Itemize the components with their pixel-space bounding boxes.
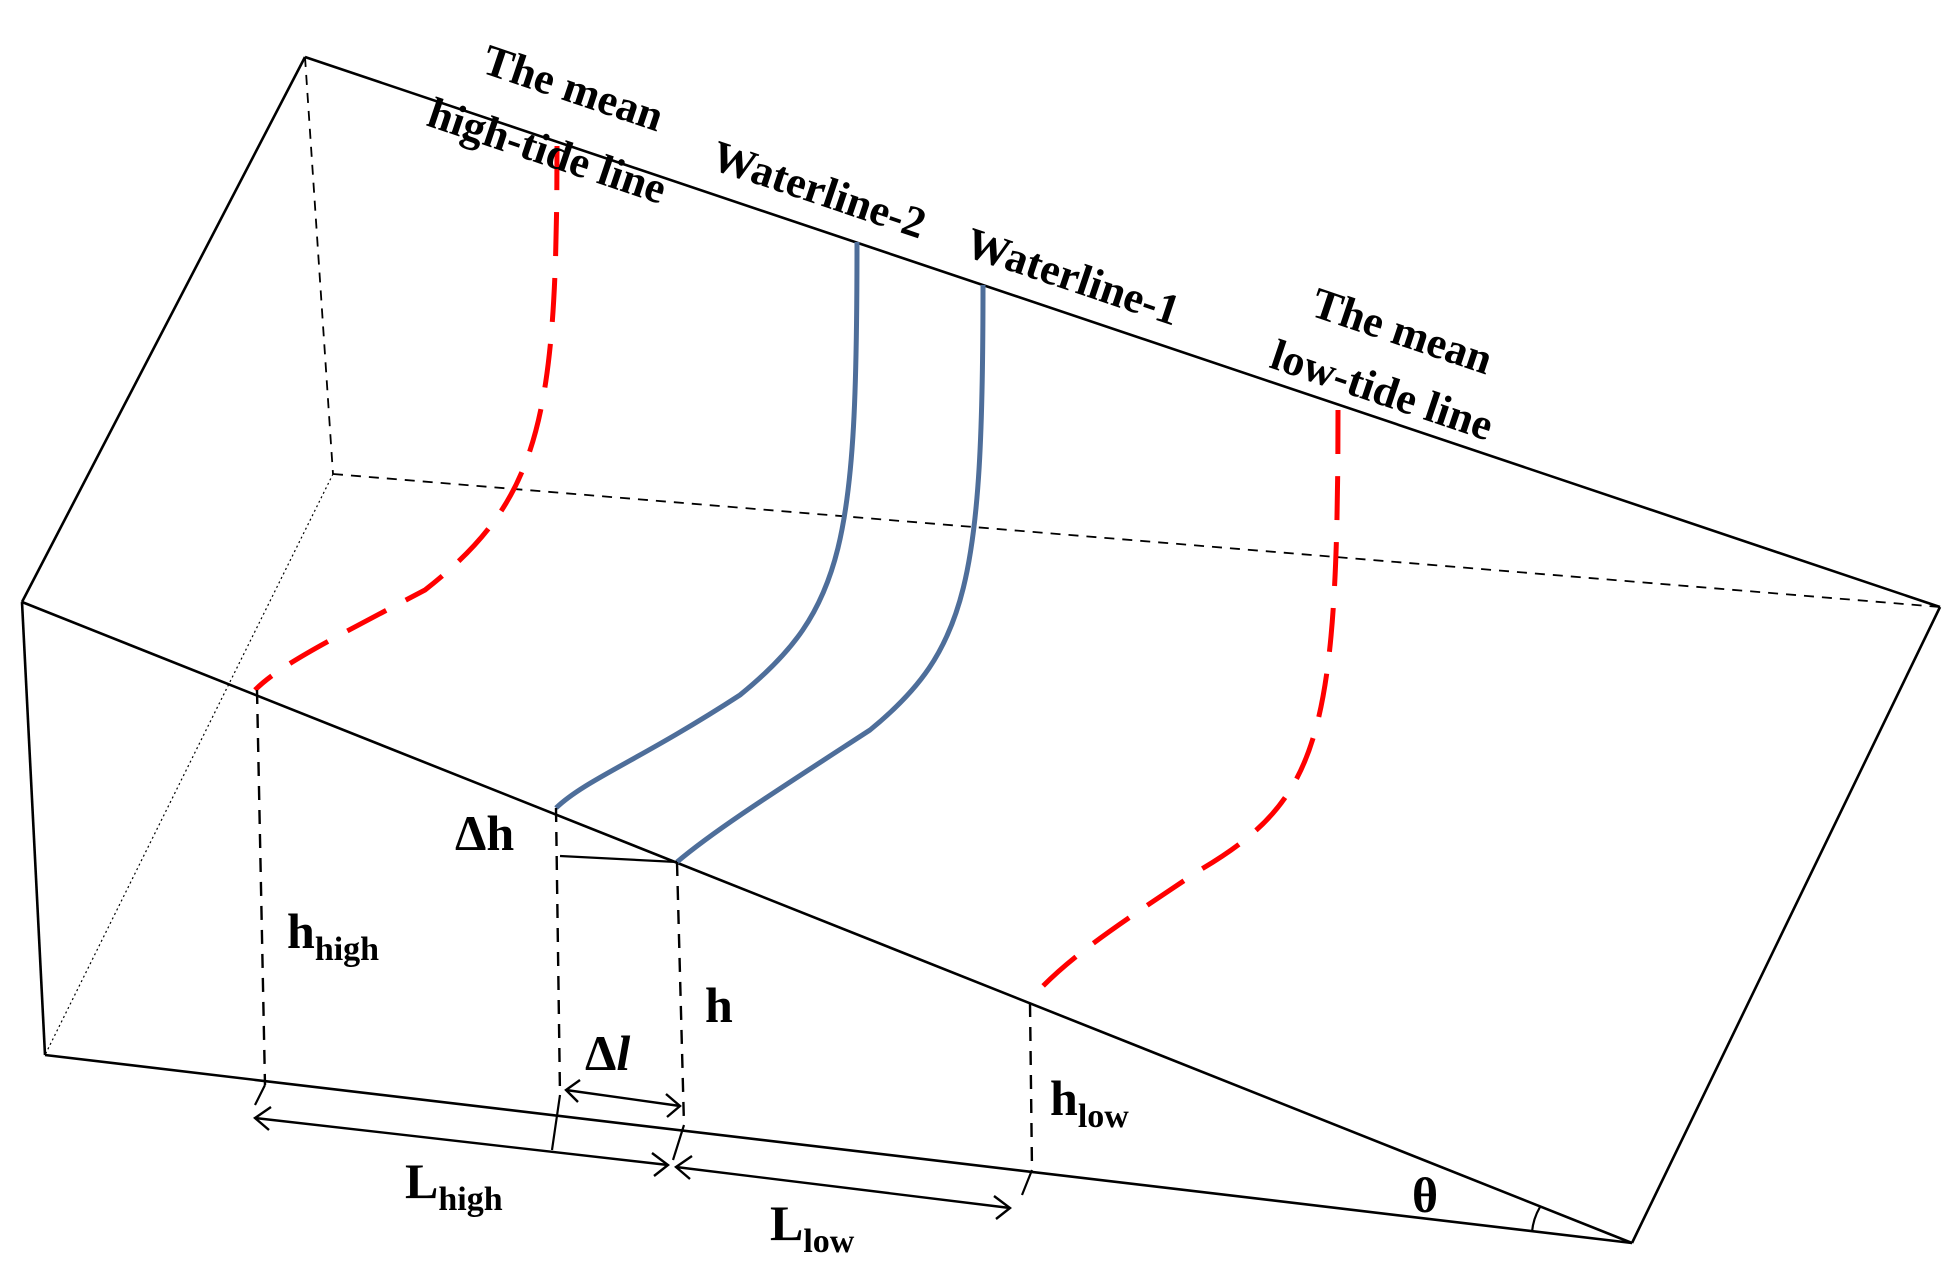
delta-h-label: Δh — [455, 805, 514, 861]
right-edge — [1630, 606, 1942, 1244]
waterline-1 — [675, 284, 986, 864]
hidden-back-vertical — [304, 56, 334, 475]
theta-arc — [1530, 1206, 1541, 1233]
delta-h-connector — [559, 854, 678, 864]
l-low-label: Llow — [770, 1195, 855, 1260]
theta-label: θ — [1412, 1167, 1438, 1223]
top-left-edge — [20, 56, 307, 603]
proj-low-tide — [1028, 1002, 1034, 1171]
delta-l-label: Δl — [585, 1025, 630, 1081]
mean-high-tide-line — [253, 145, 560, 692]
mean-low-tide-line — [1028, 409, 1341, 1002]
proj-waterline-1 — [675, 861, 686, 1126]
l-high-arrow — [253, 1106, 670, 1177]
slope-wireframe — [20, 55, 1942, 1245]
left-vertical-edge — [20, 601, 47, 1056]
l-high-label: Lhigh — [405, 1153, 503, 1218]
hidden-back-diagonal — [332, 473, 1941, 608]
h-label: h — [705, 977, 733, 1033]
h-high-label: hhigh — [287, 903, 379, 968]
waterline-1-label: Waterline-1 — [960, 218, 1186, 335]
l-low-arrow — [674, 1155, 1012, 1220]
base-ticks — [254, 1084, 1034, 1196]
delta-l-arrow — [564, 1079, 682, 1118]
proj-high-tide — [255, 689, 267, 1086]
projection-lines — [255, 689, 1034, 1171]
top-back-edge — [304, 55, 1941, 609]
hidden-base-diagonal — [44, 473, 334, 1056]
waterline-2 — [554, 241, 860, 810]
bottom-edge — [44, 1053, 1633, 1245]
h-low-label: hlow — [1050, 1070, 1129, 1135]
proj-waterline-2 — [554, 807, 562, 1096]
front-slope-edge — [21, 600, 1633, 1245]
